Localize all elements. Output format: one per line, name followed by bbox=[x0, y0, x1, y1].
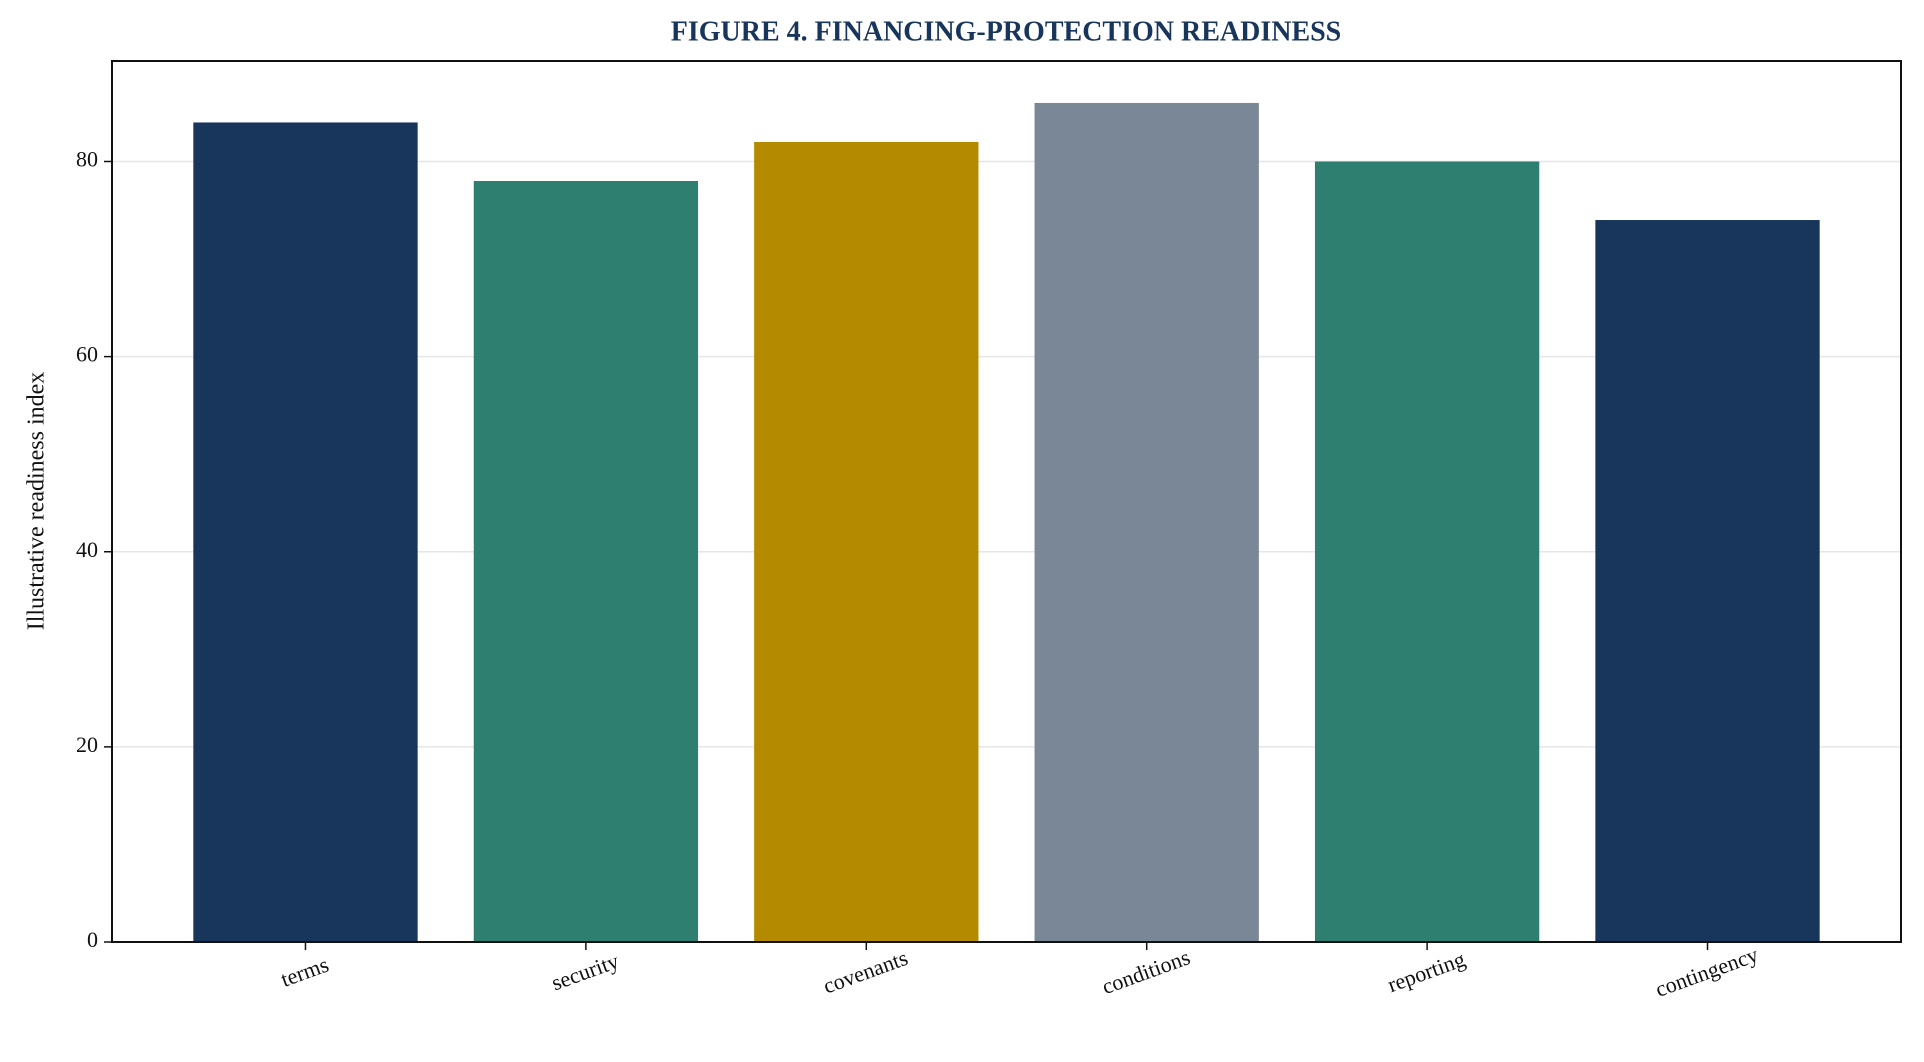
chart-title: FIGURE 4. FINANCING-PROTECTION READINESS bbox=[671, 16, 1342, 47]
bar bbox=[1595, 220, 1820, 942]
y-tick-label: 0 bbox=[87, 927, 98, 952]
plot-frame bbox=[111, 60, 1902, 943]
x-tick-label: security bbox=[548, 948, 622, 995]
bar bbox=[1034, 102, 1259, 942]
bar bbox=[1314, 161, 1540, 942]
bar bbox=[754, 141, 979, 942]
bar bbox=[473, 181, 699, 943]
x-tick-label: contingency bbox=[1652, 942, 1762, 1002]
x-tick-label: terms bbox=[277, 952, 331, 992]
y-axis-label: Illustrative readiness index bbox=[24, 372, 50, 631]
x-tick-label: covenants bbox=[820, 945, 911, 999]
x-tick-label: conditions bbox=[1099, 944, 1194, 999]
bar bbox=[193, 122, 418, 943]
y-tick-label: 40 bbox=[76, 537, 98, 562]
y-tick-label: 80 bbox=[76, 147, 98, 172]
x-tick-label: reporting bbox=[1384, 946, 1468, 997]
y-tick-label: 20 bbox=[76, 732, 98, 757]
y-tick-label: 60 bbox=[76, 342, 98, 367]
